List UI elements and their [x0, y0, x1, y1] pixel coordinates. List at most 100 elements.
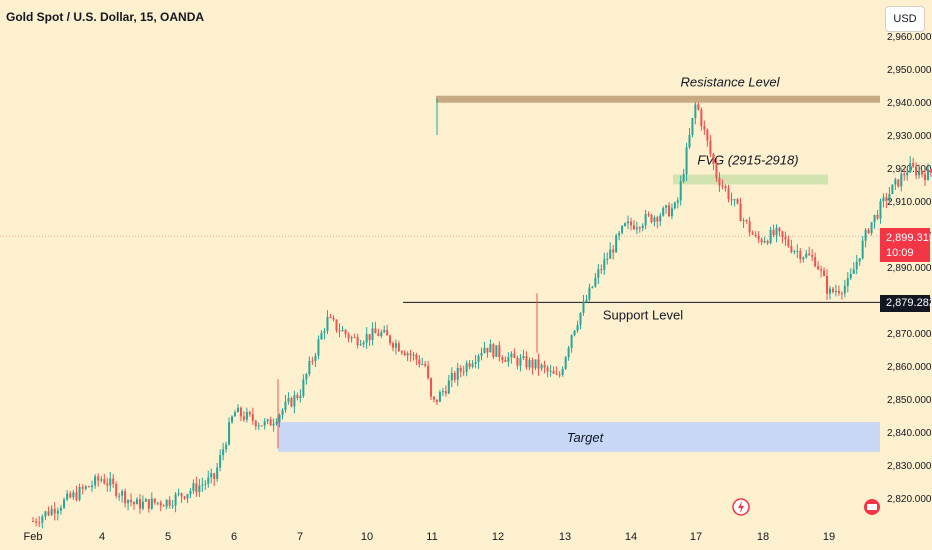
- candle-body: [332, 317, 335, 320]
- candle-body: [501, 357, 504, 360]
- last-price-value: 2,899.315: [886, 232, 932, 244]
- candle-body: [552, 370, 555, 374]
- candle-body: [47, 511, 50, 515]
- candle-body: [287, 398, 290, 402]
- candle-body: [465, 363, 468, 372]
- candle-body: [772, 229, 775, 236]
- candle-body: [397, 343, 400, 352]
- candle-body: [879, 201, 882, 219]
- candle-body: [266, 419, 269, 422]
- candle-body: [715, 164, 718, 178]
- candle-body: [790, 246, 793, 252]
- candle-body: [219, 455, 222, 468]
- candle-body: [588, 287, 591, 300]
- candle-body: [41, 516, 44, 523]
- candle-body: [564, 357, 567, 369]
- candle-body: [257, 425, 260, 427]
- y-tick-label: 2,960.000: [887, 32, 932, 43]
- candle-body: [486, 347, 489, 353]
- candle-body: [66, 493, 69, 500]
- fvg-label: FVG (2915-2918): [697, 153, 798, 168]
- candle-body: [447, 380, 450, 394]
- candle-body: [412, 354, 415, 356]
- candle-body: [489, 344, 492, 353]
- candle-body: [609, 249, 612, 259]
- candle-body: [225, 444, 228, 450]
- candle-body: [843, 285, 846, 294]
- candle-body: [739, 203, 742, 222]
- y-tick-label: 2,830.000: [887, 461, 932, 472]
- candle-body: [630, 221, 632, 226]
- candle-body: [87, 486, 90, 488]
- candle-body: [314, 355, 317, 361]
- candle-body: [296, 395, 299, 398]
- candle-body: [290, 398, 293, 407]
- candle-body: [781, 231, 784, 237]
- x-tick-label: 6: [231, 531, 237, 543]
- candle-body: [736, 199, 739, 204]
- candle-body: [852, 269, 855, 274]
- candle-body: [721, 185, 724, 187]
- candle-body: [676, 200, 679, 203]
- candle-body: [195, 483, 198, 493]
- candle-body: [724, 186, 727, 189]
- candle-body: [186, 494, 189, 499]
- candle-body: [275, 422, 278, 424]
- candle-body: [531, 359, 534, 368]
- candle-body: [673, 202, 676, 209]
- candle-body: [403, 352, 406, 356]
- candle-body: [320, 332, 323, 340]
- candle-body: [207, 477, 210, 484]
- candle-body: [272, 423, 275, 426]
- candle-body: [84, 486, 87, 489]
- y-tick-label: 2,850.000: [887, 395, 932, 406]
- candle-body: [656, 217, 659, 222]
- candle-body: [344, 329, 347, 335]
- candle-body: [805, 253, 808, 258]
- candle-body: [284, 401, 287, 410]
- candle-body: [138, 499, 141, 509]
- chart-title: Gold Spot / U.S. Dollar, 15, OANDA: [6, 10, 205, 24]
- candle-body: [329, 316, 332, 318]
- resistance-band: [436, 95, 880, 103]
- candle-body: [174, 494, 177, 506]
- candle-body: [603, 259, 606, 270]
- candle-body: [757, 235, 760, 240]
- candle-body: [873, 214, 876, 223]
- candle-body: [192, 483, 195, 491]
- candle-body: [784, 236, 787, 240]
- candle-body: [383, 329, 386, 333]
- candle-body: [679, 181, 682, 201]
- candle-body: [350, 337, 353, 339]
- currency-button[interactable]: USD: [885, 6, 925, 32]
- candle-body: [377, 333, 380, 336]
- candle-body: [546, 367, 549, 372]
- candle-body: [456, 367, 459, 380]
- support-price-badge: 2,879.282: [880, 295, 932, 312]
- candle-body: [177, 493, 180, 495]
- flag-icon-stripe: [867, 504, 877, 510]
- candle-body: [213, 473, 216, 479]
- candle-body: [103, 479, 106, 484]
- candle-body: [513, 353, 516, 358]
- x-tick-label: 17: [690, 531, 702, 543]
- candle-body: [528, 359, 531, 368]
- candle-body: [269, 419, 272, 426]
- candle-body: [216, 467, 219, 479]
- candle-body: [799, 250, 802, 260]
- candle-body: [495, 345, 498, 357]
- candle-body: [293, 395, 296, 407]
- candle-body: [115, 483, 118, 496]
- candle-body: [278, 414, 281, 423]
- candle-body: [441, 391, 444, 393]
- candle-body: [540, 364, 543, 369]
- candle-body: [415, 354, 418, 360]
- candle-body: [706, 129, 709, 141]
- candle-body: [72, 492, 75, 498]
- candle-body: [263, 421, 266, 426]
- candle-body: [811, 255, 814, 257]
- candle-body: [543, 364, 546, 368]
- y-tick-label: 2,860.000: [887, 362, 932, 373]
- candle-body: [365, 334, 368, 343]
